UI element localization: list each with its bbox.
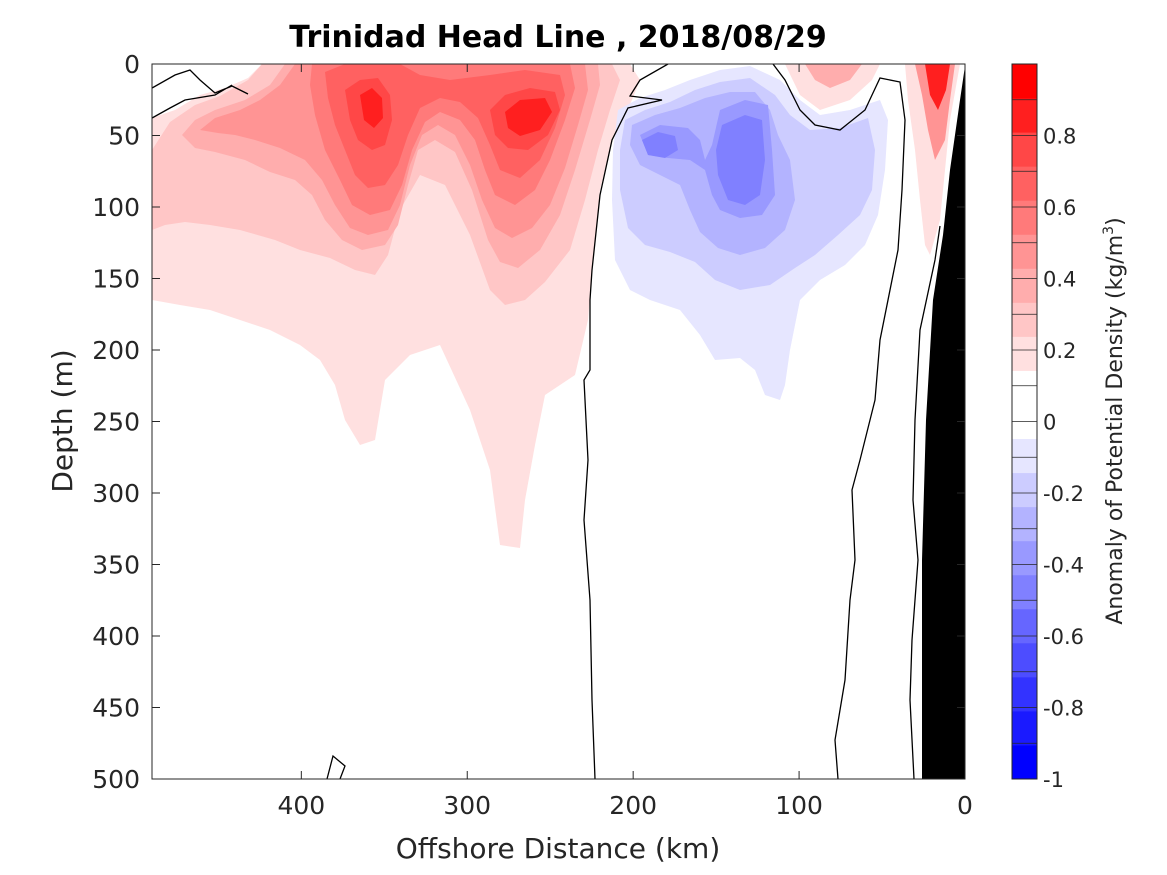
colorbar-tick-label: -0.4 [1043,554,1084,578]
x-tick-label: 100 [775,791,823,820]
colorbar-band [1012,64,1037,99]
y-tick-label: 300 [92,479,140,508]
contour-line-zero-nearshore [772,64,906,779]
colorbar-tick-label: -0.2 [1043,482,1084,506]
contour-line-zero-central [583,64,669,779]
colorbar-band [1012,574,1037,610]
colorbar-band [1012,234,1037,269]
colorbar-tick-label: 0 [1043,411,1056,435]
y-tick-label: 150 [92,265,140,294]
contour-fill-positive-0.8 [345,78,560,150]
x-tick-label: 400 [277,791,325,820]
chart-title: Trinidad Head Line , 2018/08/29 [289,20,826,55]
colorbar-band [1012,302,1037,337]
contour-fill-positive-nearshore-0.4 [805,64,862,88]
x-axis-label: Offshore Distance (km) [396,832,721,865]
y-axis-ticks: 0 50 100 150 200 250 300 350 400 450 500 [92,50,965,794]
colorbar-band [1012,710,1037,746]
colorbar-band [1012,132,1037,167]
colorbar-tick-label: 0.2 [1043,339,1076,363]
colorbar-tick-label: 0.6 [1043,196,1076,220]
y-tick-label: 50 [108,122,140,151]
colorbar-band [1012,472,1037,508]
colorbar-label-text: Anomaly of Potential Density (kg/m [1103,235,1128,625]
colorbar-tick-label: -0.6 [1043,625,1084,649]
colorbar-band [1012,676,1037,712]
x-tick-label: 300 [443,791,491,820]
contour-fills [152,64,965,779]
y-tick-label: 100 [92,193,140,222]
contour-fill-negative-0.5 [642,115,765,205]
x-tick-label: 0 [957,791,973,820]
x-axis-ticks: 400 300 200 100 0 [277,64,973,820]
contour-line-zero-upper-left [152,69,249,119]
y-tick-label: 200 [92,336,140,365]
colorbar-label-superscript: 3 [1101,226,1117,235]
y-axis-label: Depth (m) [46,349,79,492]
colorbar: 0.8 0.6 0.4 0.2 0 -0.2 -0.4 -0.6 -0.8 -1 Anomaly … [1011,63,1128,792]
colorbar-band [1012,642,1037,678]
colorbar-tick-label: -1 [1043,768,1064,792]
y-tick-label: 500 [92,765,140,794]
bathymetry-seafloor [922,66,965,779]
plot-area: 400 300 200 100 0 0 50 100 150 200 250 300 350 400 45… [92,50,973,820]
x-tick-label: 200 [609,791,657,820]
colorbar-tick-label: 0.4 [1043,268,1076,292]
colorbar-tick-label: -0.8 [1043,697,1084,721]
y-tick-label: 350 [92,551,140,580]
contour-fill-positive-0.9 [360,88,552,136]
colorbar-band [1012,268,1037,303]
colorbar-band [1012,608,1037,644]
y-tick-label: 450 [92,694,140,723]
contour-line-zero-shelf [909,225,941,779]
colorbar-band [1012,744,1037,780]
colorbar-band [1012,200,1037,235]
y-tick-label: 400 [92,622,140,651]
colorbar-ticks: 0.8 0.6 0.4 0.2 0 -0.2 -0.4 -0.6 -0.8 -1 [1012,63,1084,792]
colorbar-label: Anomaly of Potential Density (kg/m3) [1101,217,1128,624]
colorbar-band [1012,166,1037,201]
colorbar-label-close: ) [1103,217,1128,226]
contour-line-zero-bottom [326,754,346,779]
colorbar-band [1012,98,1037,133]
y-tick-label: 250 [92,408,140,437]
colorbar-band [1012,370,1037,405]
colorbar-tick-label: 0.8 [1043,125,1076,149]
colorbar-band [1012,438,1037,474]
colorbar-band [1012,336,1037,371]
colorbar-band [1012,506,1037,542]
colorbar-band [1012,540,1037,576]
y-tick-label: 0 [124,50,140,79]
contour-fill-positive-shelf-0.8 [925,64,950,110]
